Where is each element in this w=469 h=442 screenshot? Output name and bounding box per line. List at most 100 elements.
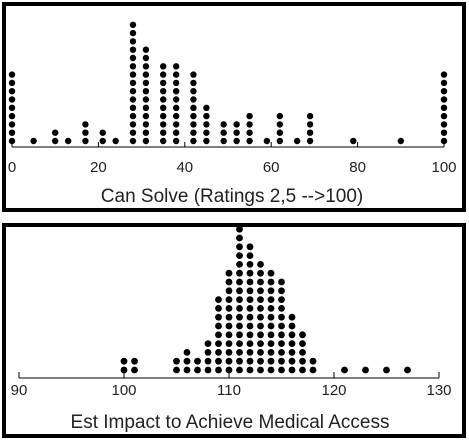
est-impact-dot <box>215 340 222 347</box>
est-impact-dot <box>225 322 233 330</box>
can-solve-dot <box>160 137 167 145</box>
can-solve-dot <box>82 121 89 128</box>
can-solve-tick-label: 40 <box>176 159 193 176</box>
can-solve-dot <box>263 137 271 145</box>
can-solve-dot <box>306 112 314 120</box>
can-solve-dot <box>142 104 150 112</box>
est-impact-dot <box>236 278 243 286</box>
est-impact-dot <box>215 349 222 356</box>
est-impact-dot <box>288 340 296 347</box>
can-solve-dot <box>190 112 197 120</box>
est-impact-dot <box>278 287 285 295</box>
can-solve-dot <box>160 112 167 120</box>
est-impact-dot <box>215 305 222 312</box>
can-solve-dot <box>8 79 16 87</box>
est-impact-dot-plot: 90 100 110 120 130 Est Impact to Achieve Med… <box>2 223 466 438</box>
can-solve-dot <box>160 129 167 136</box>
can-solve-dot <box>440 137 448 145</box>
can-solve-dot <box>129 38 137 45</box>
can-solve-x-ticks: 0 20 40 60 80 100 <box>8 142 457 176</box>
can-solve-dot <box>64 137 72 145</box>
can-solve-dot <box>160 96 167 103</box>
can-solve-dot <box>246 112 253 120</box>
can-solve-dot <box>172 79 180 87</box>
can-solve-dot <box>203 112 210 120</box>
est-impact-dot <box>215 331 222 339</box>
can-solve-dot <box>142 96 150 103</box>
can-solve-dot <box>172 71 180 78</box>
est-impact-dot <box>246 243 254 251</box>
est-impact-dot <box>309 357 317 365</box>
est-impact-dot <box>215 313 222 321</box>
est-impact-dot <box>204 349 212 356</box>
can-solve-dot <box>142 63 150 70</box>
est-impact-dot <box>278 357 285 365</box>
can-solve-dot <box>293 137 301 145</box>
est-impact-dot <box>299 340 306 347</box>
can-solve-dot <box>172 112 180 120</box>
can-solve-dot <box>190 121 197 128</box>
can-solve-dot <box>129 137 137 145</box>
can-solve-dot <box>440 104 448 112</box>
can-solve-dot <box>8 71 16 78</box>
est-impact-dot <box>236 234 243 242</box>
est-impact-dot <box>299 331 306 339</box>
can-solve-dot <box>160 104 167 112</box>
est-impact-dot <box>246 296 254 303</box>
est-impact-dot <box>183 366 191 374</box>
can-solve-dot <box>190 79 197 87</box>
est-impact-dot <box>236 331 243 339</box>
est-impact-dot <box>246 269 254 277</box>
est-impact-dot <box>288 357 296 365</box>
est-impact-dot <box>267 278 275 286</box>
est-impact-tick-label: 130 <box>426 382 451 399</box>
est-impact-dot <box>267 366 275 374</box>
est-impact-dot <box>267 349 275 356</box>
est-impact-dot <box>267 287 275 295</box>
est-impact-dot <box>257 278 264 286</box>
can-solve-dot <box>8 137 16 145</box>
est-impact-dot <box>278 322 285 330</box>
can-solve-tick-label: 60 <box>263 159 280 176</box>
can-solve-dot <box>99 129 106 136</box>
est-impact-dot <box>257 287 264 295</box>
est-impact-dots <box>120 225 411 374</box>
can-solve-dot <box>160 121 167 128</box>
est-impact-dot <box>183 357 191 365</box>
can-solve-dot <box>8 112 16 120</box>
can-solve-dot <box>142 54 150 62</box>
can-solve-dot <box>276 121 284 128</box>
can-solve-dot <box>233 137 240 145</box>
est-impact-dot <box>236 340 243 347</box>
est-impact-dot <box>204 340 212 347</box>
est-impact-dot <box>183 349 191 356</box>
est-impact-dot <box>204 357 212 365</box>
est-impact-dot <box>225 366 233 374</box>
est-impact-dot <box>236 366 243 374</box>
est-impact-dot <box>278 366 285 374</box>
est-impact-dot <box>278 278 285 286</box>
can-solve-dot <box>440 88 448 95</box>
can-solve-dot <box>246 137 253 145</box>
est-impact-dot <box>225 313 233 321</box>
est-impact-dot <box>257 261 264 268</box>
can-solve-dot <box>8 88 16 95</box>
can-solve-dot <box>30 137 37 145</box>
can-solve-dot <box>190 96 197 103</box>
est-impact-dot <box>236 296 243 303</box>
est-impact-dot <box>225 296 233 303</box>
can-solve-dot <box>129 96 137 103</box>
est-impact-tick-label: 120 <box>321 382 346 399</box>
can-solve-dot <box>397 137 404 145</box>
can-solve-dot <box>160 79 167 87</box>
can-solve-dot <box>82 129 89 136</box>
can-solve-dot <box>306 137 314 145</box>
est-impact-dot <box>173 366 180 374</box>
est-impact-dot <box>131 366 138 374</box>
est-impact-dot <box>246 331 254 339</box>
est-impact-dot <box>257 340 264 347</box>
can-solve-dot <box>190 137 197 145</box>
can-solve-dot <box>440 129 448 136</box>
est-impact-dot <box>267 269 275 277</box>
